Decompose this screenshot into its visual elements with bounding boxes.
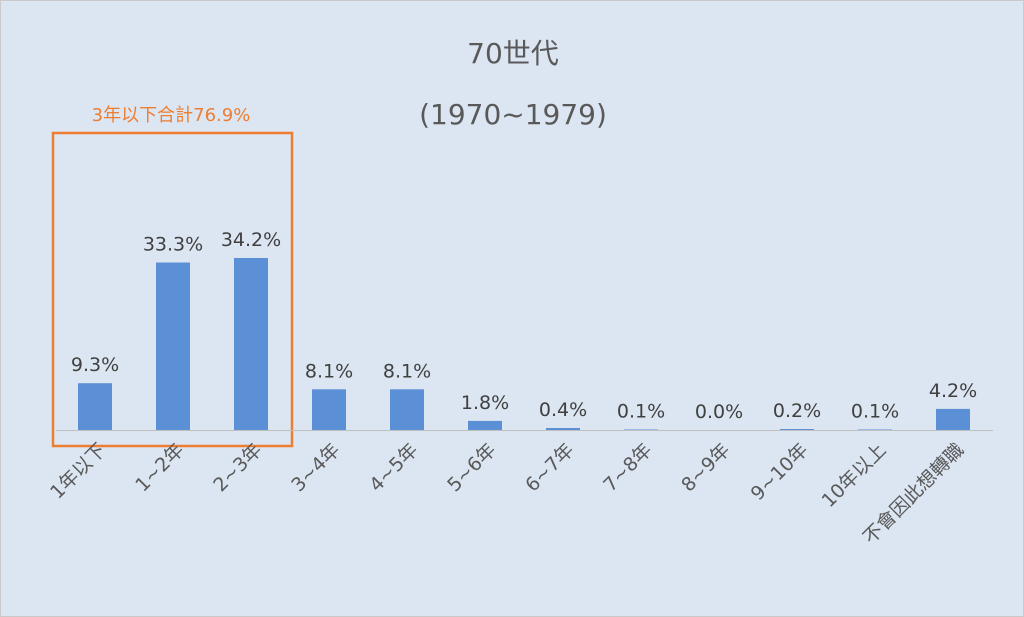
data-label: 8.1%	[305, 360, 353, 382]
highlight-box	[51, 131, 294, 448]
category-label: 3~4年	[287, 439, 344, 496]
category-label: 1年以下	[46, 439, 110, 503]
data-label: 0.4%	[539, 399, 587, 421]
bar	[936, 408, 970, 430]
category-label: 5~6年	[443, 439, 500, 496]
category-label: 10年以上	[818, 439, 891, 512]
data-label: 4.2%	[929, 380, 977, 402]
bar	[624, 429, 658, 430]
bars-group	[78, 258, 970, 430]
category-label: 1~2年	[131, 439, 188, 496]
bar	[312, 389, 346, 430]
chart-subtitle: (1970~1979)	[419, 98, 607, 131]
data-label: 0.2%	[773, 400, 821, 422]
data-labels-group: 9.3% 33.3% 34.2% 8.1% 8.1% 1.8% 0.4% 0.1% 0.0% 0.…	[71, 229, 977, 423]
data-label: 0.1%	[617, 401, 665, 423]
data-label: 9.3%	[71, 354, 119, 376]
category-label: 7~8年	[599, 439, 656, 496]
category-labels-group: 1年以下 1~2年 2~3年 3~4年 4~5年 5~6年 6~7年 7~8年 8~9年 9~10…	[46, 439, 968, 549]
bar	[390, 389, 424, 430]
category-label: 6~7年	[521, 439, 578, 496]
bar	[78, 383, 112, 430]
category-label: 8~9年	[677, 439, 734, 496]
bar	[468, 420, 502, 430]
data-label: 34.2%	[221, 229, 281, 251]
data-label: 1.8%	[461, 392, 509, 414]
highlight-annotation: 3年以下合計76.9%	[92, 105, 251, 126]
data-label: 33.3%	[143, 234, 203, 256]
bar	[546, 428, 580, 430]
category-label: 4~5年	[365, 439, 422, 496]
chart-title: 70世代	[467, 37, 559, 70]
bar	[156, 262, 190, 430]
data-label: 0.0%	[695, 401, 743, 423]
bar	[780, 429, 814, 430]
category-label: 2~3年	[209, 439, 266, 496]
data-label: 8.1%	[383, 360, 431, 382]
bar	[858, 429, 892, 430]
data-label: 0.1%	[851, 401, 899, 423]
bar	[234, 258, 268, 430]
category-label: 9~10年	[747, 439, 813, 505]
